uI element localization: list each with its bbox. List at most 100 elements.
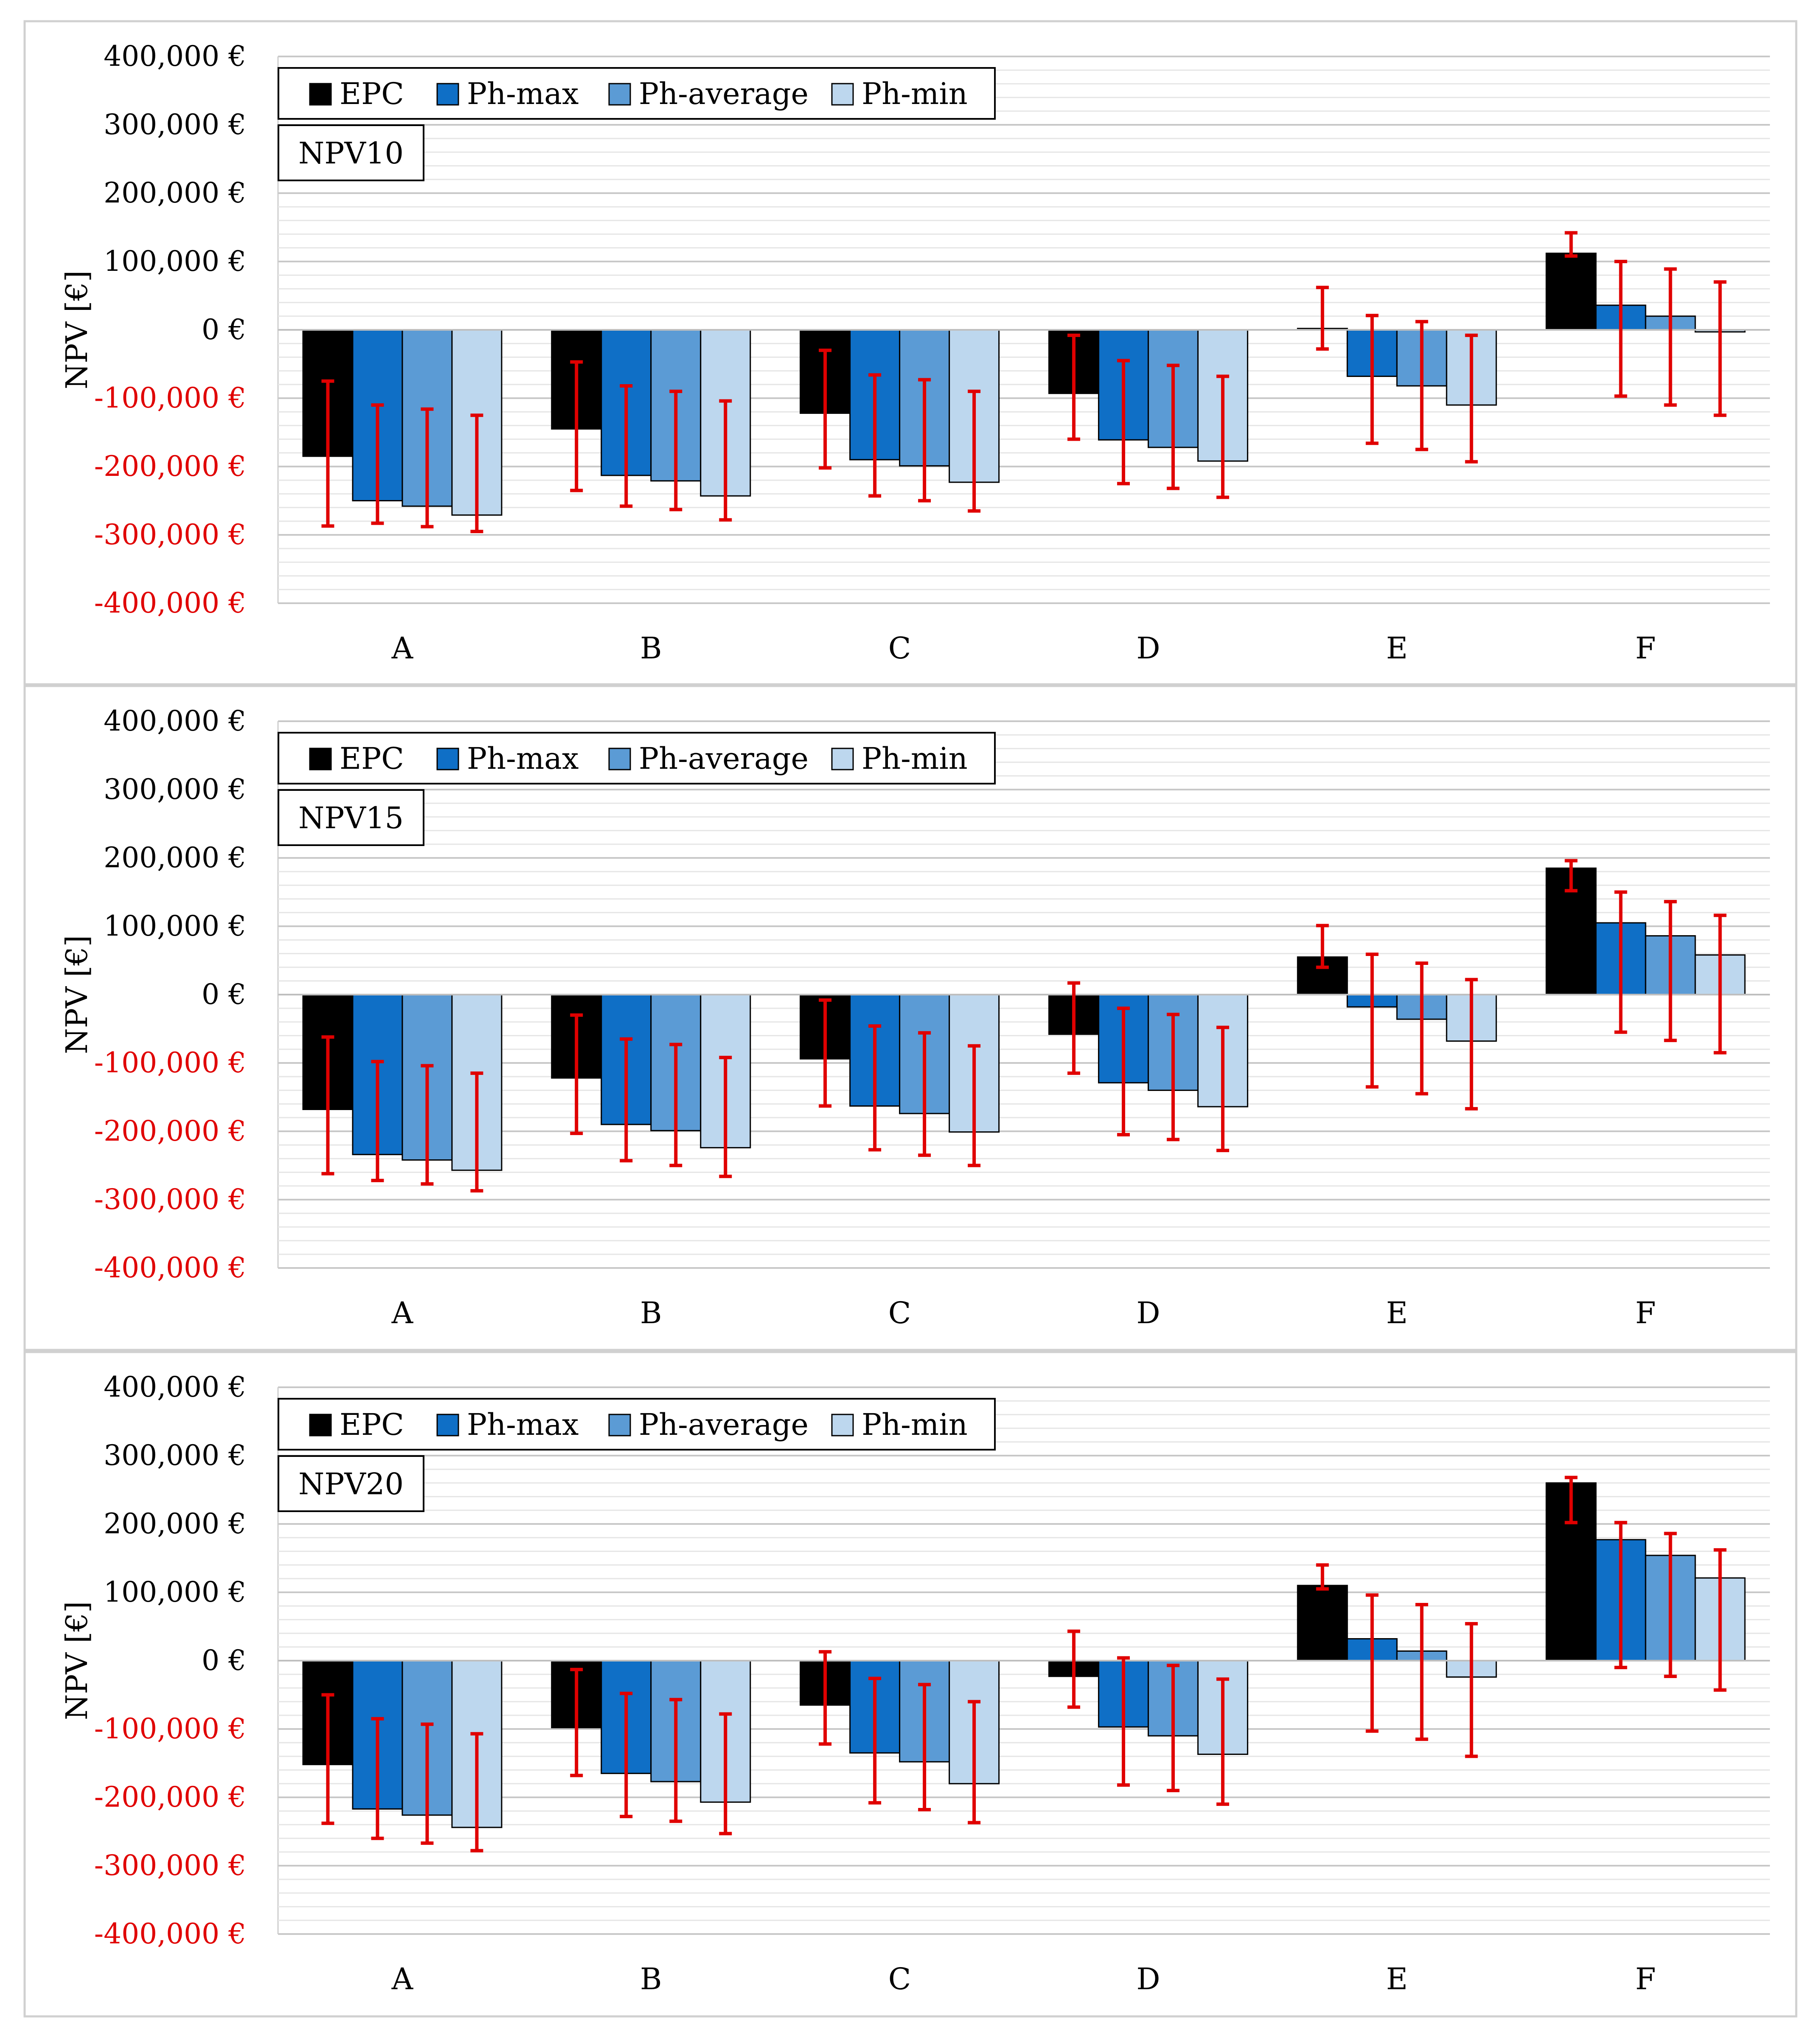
error-bar-ph-max-a [371,1060,384,1182]
y-tick-label: 400,000 € [104,1371,246,1403]
error-bar-epc-e [1316,1563,1329,1591]
x-tick-label: D [1136,631,1160,666]
legend: EPC Ph-max Ph-average Ph-min [278,67,996,120]
error-bar-ph-min-a [470,413,483,533]
error-bar-ph-average-e [1415,1602,1428,1741]
y-tick-label: 0 € [202,978,246,1011]
y-tick-label: 200,000 € [104,841,246,874]
error-bar-ph-average-c [918,1683,931,1811]
error-bar-epc-c [819,998,832,1108]
legend-item-ph-min: Ph-min [831,1407,968,1442]
legend-label: EPC [340,741,404,776]
legend-item-ph-max: Ph-max [436,741,579,776]
legend-label: Ph-max [467,76,579,111]
y-axis-title: NPV [€] [59,935,94,1054]
bar-epc-f [1545,253,1597,331]
y-tick-label: 100,000 € [104,1576,246,1608]
legend-label: Ph-average [639,76,809,111]
y-tick-label: 400,000 € [104,40,246,73]
error-bar-epc-a [321,379,334,528]
legend-swatch [831,1414,854,1437]
legend-swatch [436,748,459,770]
legend-swatch [831,748,854,770]
error-bar-epc-f [1564,859,1578,893]
x-tick-label: F [1635,631,1656,666]
error-bar-ph-max-f [1614,1521,1627,1670]
legend-item-epc: EPC [309,1407,404,1442]
legend-swatch [436,83,459,106]
title-text: NPV15 [298,801,404,835]
chart-title: NPV20 [278,1455,424,1512]
legend-item-ph-average: Ph-average [608,76,809,111]
error-bar-ph-min-f [1713,1548,1727,1692]
error-bar-epc-e [1316,286,1329,351]
legend-label: Ph-average [639,741,809,776]
y-tick-label: -200,000 € [94,450,246,483]
x-tick-label: A [391,1296,414,1330]
error-bar-ph-max-a [371,403,384,525]
y-tick-label: 100,000 € [104,245,246,278]
legend-swatch [309,1414,332,1437]
x-tick-label: F [1635,1296,1656,1330]
error-bar-ph-average-d [1166,363,1180,490]
error-bar-epc-a [321,1693,334,1825]
legend-label: Ph-min [862,1407,968,1442]
x-tick-label: C [888,1962,911,1996]
y-tick-label: -400,000 € [94,587,246,619]
legend-item-ph-average: Ph-average [608,1407,809,1442]
legend-item-ph-average: Ph-average [608,741,809,776]
error-bar-ph-min-f [1713,280,1727,417]
chart-panel-npv20: 400,000 € 300,000 € 200,000 € 100,000 € 0 € -… [23,1351,1798,2018]
error-bar-epc-e [1316,924,1329,969]
chart-panel-npv10: 400,000 € 300,000 € 200,000 € 100,000 € 0 € -… [23,20,1798,686]
error-bar-ph-max-d [1117,1656,1130,1787]
error-bar-ph-min-c [968,1044,981,1167]
error-bar-ph-min-c [968,1700,981,1825]
y-tick-label: 400,000 € [104,705,246,737]
error-bar-ph-average-f [1664,267,1677,407]
chart-title: NPV15 [278,789,424,846]
error-bar-ph-max-d [1117,1006,1130,1137]
legend-label: Ph-min [862,741,968,776]
error-bar-ph-max-e [1365,314,1379,445]
x-tick-label: D [1136,1296,1160,1330]
legend: EPC Ph-max Ph-average Ph-min [278,1398,996,1451]
error-bar-ph-min-a [470,1732,483,1853]
error-bar-ph-max-e [1365,953,1379,1089]
error-bar-ph-min-e [1465,1622,1478,1758]
error-bar-ph-average-b [669,389,682,512]
x-tick-label: B [640,1296,662,1330]
title-box [278,124,424,181]
error-bar-ph-max-e [1365,1593,1379,1733]
x-tick-label: B [640,631,662,666]
x-tick-label: D [1136,1962,1160,1996]
legend-swatch [309,748,332,770]
legend-frame [278,1398,996,1451]
error-bar-ph-average-f [1664,1532,1677,1678]
legend-item-ph-min: Ph-min [831,741,968,776]
error-bar-ph-min-d [1216,1677,1229,1806]
error-bar-ph-min-f [1713,914,1727,1054]
y-tick-label: 300,000 € [104,108,246,141]
error-bar-ph-average-c [918,378,931,503]
legend-item-ph-max: Ph-max [436,76,579,111]
error-bar-ph-min-e [1465,333,1478,464]
error-bar-ph-min-d [1216,374,1229,499]
legend-swatch [309,83,332,106]
legend-label: Ph-average [639,1407,809,1442]
error-bar-ph-average-a [421,407,434,529]
legend-item-ph-max: Ph-max [436,1407,579,1442]
error-bar-epc-d [1067,981,1080,1075]
legend-swatch [608,83,631,106]
x-tick-label: A [391,1962,414,1996]
y-tick-label: -200,000 € [94,1115,246,1147]
y-tick-label: 100,000 € [104,910,246,942]
y-tick-label: -300,000 € [94,518,246,551]
chart-title: NPV10 [278,124,424,181]
title-text: NPV20 [298,1467,404,1501]
error-bar-epc-b [570,360,583,492]
error-bar-ph-min-b [719,399,732,522]
error-bar-ph-min-a [470,1071,483,1193]
y-tick-label: -100,000 € [94,1046,246,1079]
legend-item-epc: EPC [309,76,404,111]
